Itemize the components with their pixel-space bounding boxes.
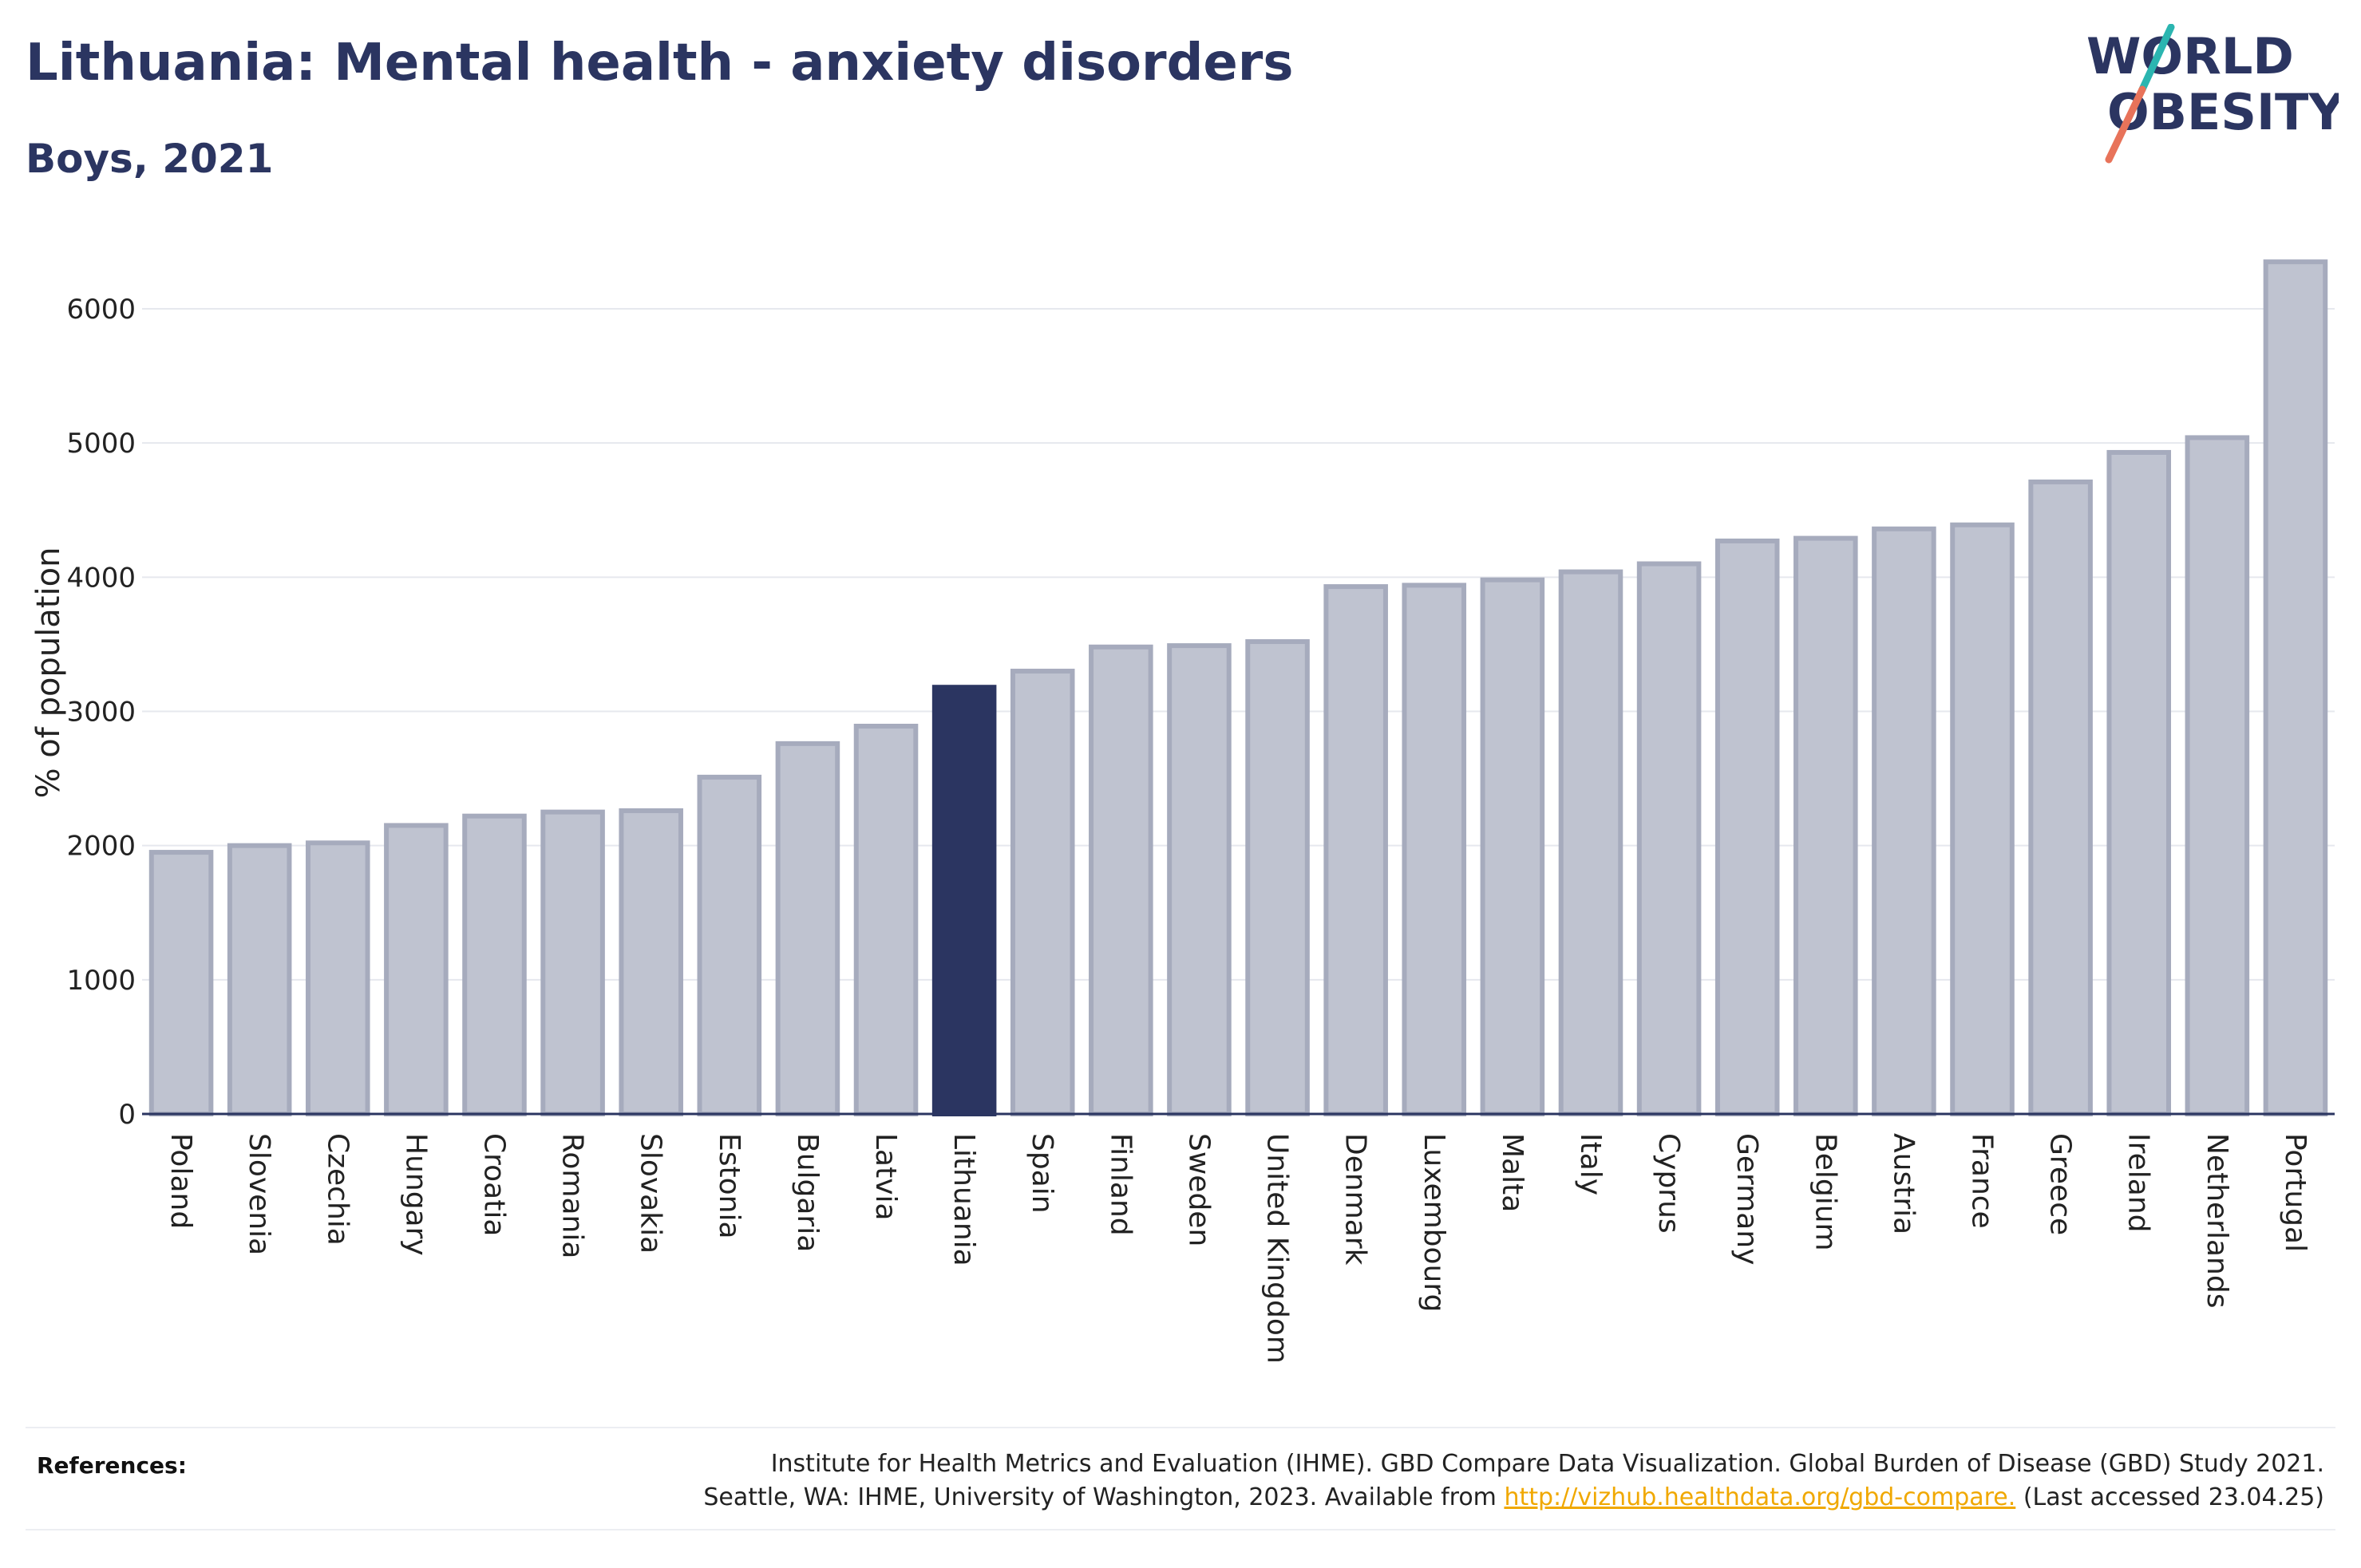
bar-czechia — [305, 840, 370, 1116]
bar-latvia — [853, 723, 919, 1117]
logo-line2: OBESITY — [2107, 83, 2339, 141]
bar-bulgaria — [775, 741, 840, 1116]
references-text: Institute for Health Metrics and Evaluat… — [703, 1448, 2324, 1515]
y-tick-label-1000: 1000 — [66, 965, 136, 997]
bar-united-kingdom — [1245, 639, 1310, 1116]
bar-poland — [148, 850, 214, 1116]
chart-title: Lithuania: Mental health - anxiety disor… — [26, 34, 1294, 93]
y-tick-label-2000: 2000 — [66, 831, 136, 863]
x-tick-label-croatia: Croatia — [477, 1133, 510, 1236]
x-tick-label-italy: Italy — [1574, 1133, 1607, 1195]
bar-belgium — [1793, 535, 1858, 1116]
bar-slovenia — [227, 843, 292, 1116]
bar-ireland — [2106, 449, 2172, 1116]
bar-austria — [1872, 526, 1936, 1116]
bar-croatia — [462, 813, 527, 1116]
bar-germany — [1714, 538, 1780, 1116]
bar-portugal — [2263, 259, 2328, 1116]
x-tick-label-hungary: Hungary — [399, 1133, 432, 1256]
x-tick-label-poland: Poland — [164, 1133, 197, 1229]
x-tick-label-ireland: Ireland — [2122, 1133, 2155, 1233]
x-tick-label-austria: Austria — [1887, 1133, 1920, 1234]
bar-estonia — [697, 774, 762, 1116]
x-tick-label-belgium: Belgium — [1809, 1133, 1841, 1251]
x-tick-label-bulgaria: Bulgaria — [791, 1133, 824, 1252]
bar-chart: 0 1000 2000 3000 4000 5000 6000 % of population… — [30, 259, 2335, 1364]
logo-slash-red — [2105, 85, 2146, 164]
x-tick-label-finland: Finland — [1104, 1133, 1137, 1236]
references-line2-suffix: (Last accessed 23.04.25) — [2015, 1483, 2324, 1511]
references-panel: References: Institute for Health Metrics… — [26, 1427, 2335, 1530]
x-tick-label-luxembourg: Luxembourg — [1418, 1133, 1450, 1312]
references-line2: Seattle, WA: IHME, University of Washing… — [703, 1481, 2324, 1515]
x-tick-label-portugal: Portugal — [2279, 1133, 2312, 1252]
x-tick-label-estonia: Estonia — [713, 1133, 745, 1239]
bar-lithuania — [931, 685, 997, 1116]
bar-hungary — [384, 823, 449, 1116]
bar-france — [1950, 522, 2015, 1116]
bar-finland — [1089, 644, 1153, 1116]
x-tick-label-united-kingdom: United Kingdom — [1261, 1133, 1294, 1364]
bar-sweden — [1167, 643, 1232, 1116]
x-tick-label-malta: Malta — [1496, 1133, 1529, 1212]
x-tick-label-lithuania: Lithuania — [947, 1133, 980, 1266]
bar-italy — [1558, 569, 1623, 1116]
y-tick-label-5000: 5000 — [66, 428, 136, 460]
logo-slash-teal — [2138, 24, 2175, 93]
bar-cyprus — [1636, 561, 1702, 1116]
references-label: References: — [37, 1452, 187, 1479]
bar-luxembourg — [1402, 583, 1467, 1116]
y-tick-label-0: 0 — [118, 1099, 136, 1131]
references-link[interactable]: http://vizhub.healthdata.org/gbd-compare… — [1504, 1483, 2016, 1511]
x-tick-label-germany: Germany — [1730, 1133, 1763, 1265]
y-tick-label-6000: 6000 — [66, 294, 136, 326]
y-tick-label-4000: 4000 — [66, 562, 136, 594]
x-tick-label-latvia: Latvia — [869, 1133, 902, 1221]
bar-greece — [2028, 479, 2093, 1116]
bar-denmark — [1323, 584, 1388, 1116]
x-tick-label-greece: Greece — [2044, 1133, 2077, 1235]
bar-spain — [1010, 669, 1075, 1116]
y-axis-label: % of population — [30, 547, 67, 799]
references-line2-prefix: Seattle, WA: IHME, University of Washing… — [703, 1483, 1505, 1511]
x-tick-label-france: France — [1966, 1133, 1999, 1229]
x-tick-label-denmark: Denmark — [1339, 1133, 1372, 1266]
bar-netherlands — [2185, 435, 2250, 1116]
world-obesity-logo: WORLD OBESITY — [2086, 24, 2339, 164]
chart-subtitle: Boys, 2021 — [26, 136, 274, 182]
bar-slovakia — [619, 808, 683, 1117]
x-tick-label-netherlands: Netherlands — [2201, 1133, 2233, 1308]
x-tick-label-cyprus: Cyprus — [1652, 1133, 1685, 1234]
bar-romania — [540, 809, 605, 1116]
y-tick-label-3000: 3000 — [66, 697, 136, 729]
x-tick-label-romania: Romania — [556, 1133, 589, 1258]
bar-malta — [1480, 577, 1545, 1116]
x-tick-label-slovakia: Slovakia — [635, 1133, 667, 1254]
x-tick-label-slovenia: Slovenia — [243, 1133, 275, 1255]
logo-line1: WORLD — [2086, 27, 2294, 85]
references-line1: Institute for Health Metrics and Evaluat… — [770, 1450, 2324, 1478]
x-tick-label-sweden: Sweden — [1182, 1133, 1215, 1246]
x-tick-label-czechia: Czechia — [321, 1133, 354, 1246]
x-tick-label-spain: Spain — [1026, 1133, 1058, 1214]
